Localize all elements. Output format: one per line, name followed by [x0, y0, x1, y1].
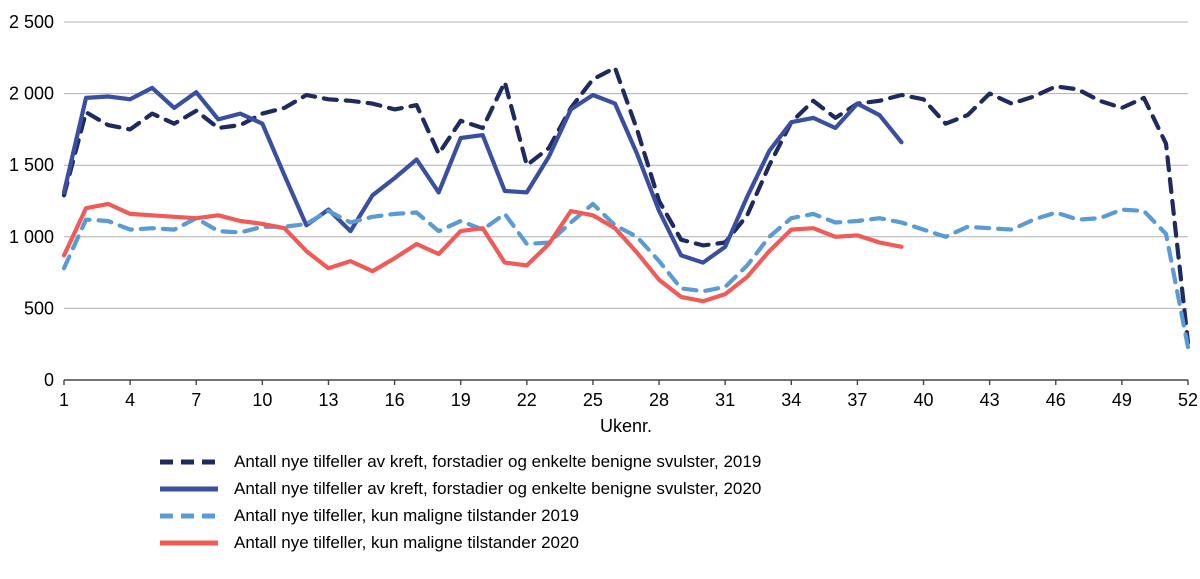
- x-tick-label: 1: [59, 390, 69, 410]
- legend-label: Antall nye tilfeller, kun maligne tilsta…: [234, 506, 579, 525]
- x-tick-label: 22: [517, 390, 537, 410]
- x-tick-label: 43: [980, 390, 1000, 410]
- series-line-1: [61, 85, 904, 265]
- x-tick-label: 10: [252, 390, 272, 410]
- x-tick-label: 7: [191, 390, 201, 410]
- x-tick-label: 28: [649, 390, 669, 410]
- line-chart: 0 500 1 000 1 500 2 000 2 500 1 4 7 10 13 16 19 22 25 2…: [9, 12, 1198, 436]
- legend-item: Antall nye tilfeller av kreft, forstadie…: [158, 479, 1200, 499]
- series-line-3: [61, 201, 904, 304]
- y-tick-label: 1 500: [9, 155, 54, 175]
- legend-item: Antall nye tilfeller, kun maligne tilsta…: [158, 506, 1200, 526]
- legend-line-sample-icon: [160, 486, 218, 492]
- x-tick-label: 13: [318, 390, 338, 410]
- legend-item: Antall nye tilfeller, kun maligne tilsta…: [158, 533, 1200, 553]
- legend-line-sample-icon: [160, 540, 218, 546]
- legend-item: Antall nye tilfeller av kreft, forstadie…: [158, 452, 1200, 472]
- y-tick-label: 1 000: [9, 227, 54, 247]
- x-tick-label: 40: [914, 390, 934, 410]
- x-tick-label: 4: [125, 390, 135, 410]
- y-tick-label: 2 500: [9, 12, 54, 32]
- legend-line-sample-icon: [160, 459, 218, 465]
- y-tick-label: 500: [24, 298, 54, 318]
- legend-label: Antall nye tilfeller, kun maligne tilsta…: [234, 533, 579, 552]
- legend-label: Antall nye tilfeller av kreft, forstadie…: [234, 479, 762, 498]
- x-tick-label: 34: [781, 390, 801, 410]
- x-tick-label: 52: [1178, 390, 1198, 410]
- y-tick-label: 0: [44, 370, 54, 390]
- x-tick-label: 25: [583, 390, 603, 410]
- series-line-0: [61, 65, 1191, 345]
- y-tick-label: 2 000: [9, 84, 54, 104]
- legend-label: Antall nye tilfeller av kreft, forstadie…: [234, 452, 762, 471]
- series-line-2: [61, 201, 1191, 350]
- x-tick-label: 16: [385, 390, 405, 410]
- x-tick-label: 49: [1112, 390, 1132, 410]
- legend-line-sample-icon: [160, 513, 218, 519]
- chart-svg: 0 500 1 000 1 500 2 000 2 500 1 4 7 10 13 16 19 22 25 2…: [9, 12, 1198, 436]
- x-tick-label: 31: [715, 390, 735, 410]
- x-tick-label: 46: [1046, 390, 1066, 410]
- chart-legend: Antall nye tilfeller av kreft, forstadie…: [158, 452, 1200, 553]
- x-axis-title: Ukenr.: [600, 416, 652, 436]
- x-tick-label: 37: [847, 390, 867, 410]
- x-tick-label: 19: [451, 390, 471, 410]
